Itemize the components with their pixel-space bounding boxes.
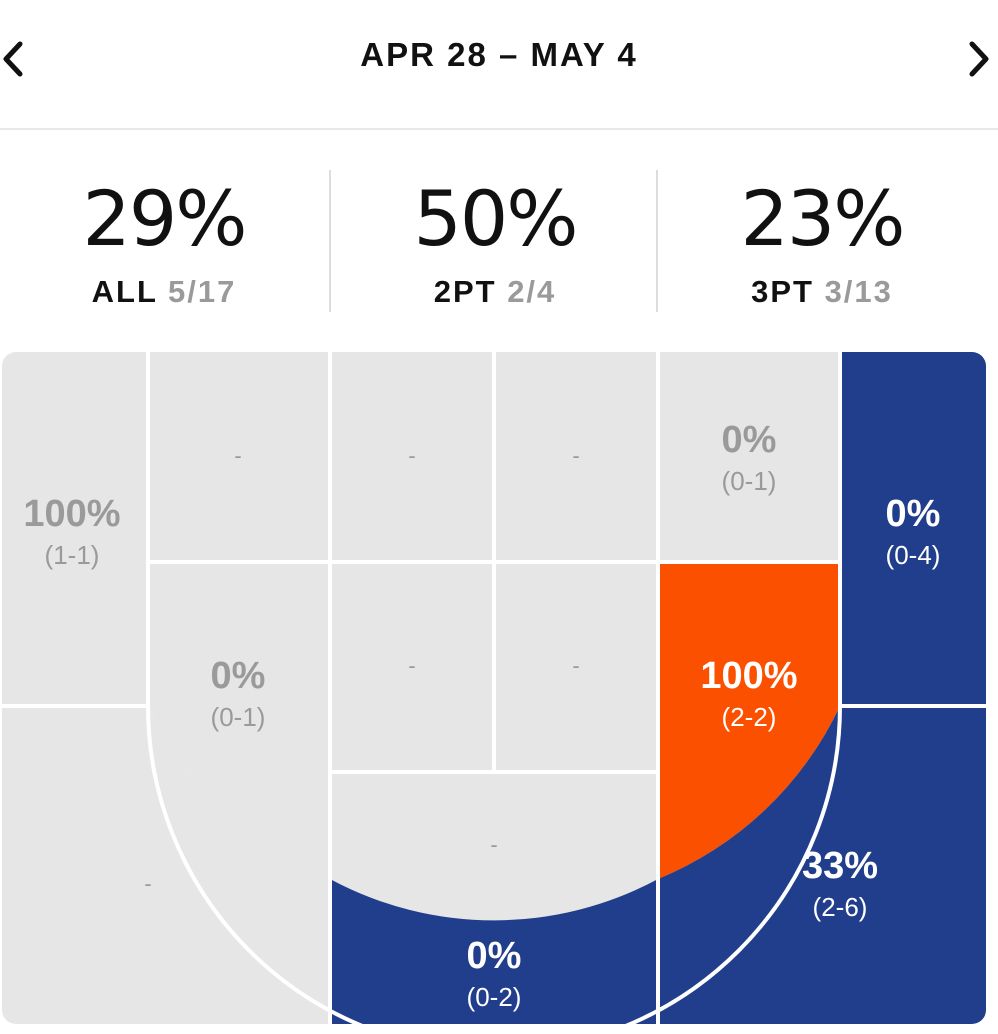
zone-right-wing-three[interactable] — [658, 706, 998, 1034]
zone-paint-right-upper-record: - — [572, 443, 579, 468]
zone-paint-left-lower[interactable] — [330, 562, 494, 772]
next-week-button[interactable] — [954, 34, 998, 84]
zone-left-baseline-mid-range[interactable] — [148, 352, 330, 562]
zone-paint-right-upper[interactable] — [494, 352, 658, 562]
zone-left-wing-three-record: - — [144, 871, 151, 896]
zone-right-corner-three-pct: 0% — [886, 493, 941, 535]
zone-paint-right-lower[interactable] — [494, 562, 658, 772]
week-header: APR 28 – MAY 4 — [0, 0, 998, 130]
zone-labels: 100% (1-1) - - - 0% (0-1) 0% (0-4) 0% (0… — [23, 419, 940, 1012]
zone-left-baseline-mid-range-record: - — [234, 443, 241, 468]
zone-left-corner-three-record: (1-1) — [45, 540, 100, 570]
zone-left-wing-mid-range[interactable] — [148, 562, 330, 879]
zone-left-corner-three-pct: 100% — [23, 493, 120, 535]
zone-top-key-three-pct: 0% — [467, 935, 522, 977]
summary-divider — [329, 170, 331, 312]
summary-2pt-fraction: 2/4 — [507, 274, 557, 309]
zone-right-wing-mid-range[interactable] — [658, 562, 840, 879]
summary-2pt-percentage: 50% — [413, 174, 579, 263]
summary-2pt-label: 2PT — [433, 274, 497, 309]
zone-right-wing-three-pct: 33% — [802, 845, 878, 887]
zone-left-corner-three[interactable] — [0, 352, 148, 706]
zone-top-key-three[interactable] — [330, 879, 658, 1034]
summary-divider — [656, 170, 658, 312]
summary-all-fraction: 5/17 — [167, 274, 237, 309]
summary-2pt: 50% 2PT 2/4 — [331, 170, 659, 312]
zone-paint-left-lower-record: - — [408, 653, 415, 678]
zone-left-wing-mid-range-pct: 0% — [211, 655, 266, 697]
zone-right-corner-three[interactable] — [840, 352, 998, 706]
chevron-right-icon — [969, 41, 989, 77]
zone-top-key-mid-range-record: - — [490, 832, 497, 857]
zone-right-corner-three-record: (0-4) — [886, 540, 941, 570]
summary-all: 29% ALL 5/17 — [0, 170, 328, 312]
shooting-summary: 29% ALL 5/17 50% 2PT 2/4 23% 3PT 3/13 — [0, 170, 998, 312]
summary-3pt-percentage: 23% — [740, 174, 906, 263]
zone-right-baseline-mid-range-record: (0-1) — [722, 466, 777, 496]
zone-paint-right-lower-record: - — [572, 653, 579, 678]
summary-all-percentage: 29% — [82, 174, 248, 263]
summary-3pt-fraction: 3/13 — [824, 274, 893, 309]
previous-week-button[interactable] — [0, 34, 42, 84]
zone-right-wing-mid-range-record: (2-2) — [722, 702, 777, 732]
chevron-left-icon — [3, 41, 23, 77]
zone-top-key-mid-range[interactable] — [330, 772, 658, 921]
date-range-title: APR 28 – MAY 4 — [360, 36, 638, 73]
zone-left-wing-mid-range-record: (0-1) — [211, 702, 266, 732]
zone-right-baseline-mid-range-pct: 0% — [722, 419, 777, 461]
summary-3pt-label: 3PT — [751, 274, 814, 309]
zone-paint-left-upper[interactable] — [330, 352, 494, 562]
zone-left-wing-three[interactable] — [0, 706, 330, 1034]
court-lines — [2, 352, 986, 1024]
zone-right-wing-mid-range-pct: 100% — [700, 655, 797, 697]
zone-paint-left-upper-record: - — [408, 443, 415, 468]
summary-all-label: ALL — [91, 274, 158, 309]
zone-right-wing-three-record: (2-6) — [813, 892, 868, 922]
zone-right-baseline-mid-range[interactable] — [658, 352, 840, 562]
zone-top-key-three-record: (0-2) — [467, 982, 522, 1012]
summary-3pt: 23% 3PT 3/13 — [658, 170, 986, 312]
